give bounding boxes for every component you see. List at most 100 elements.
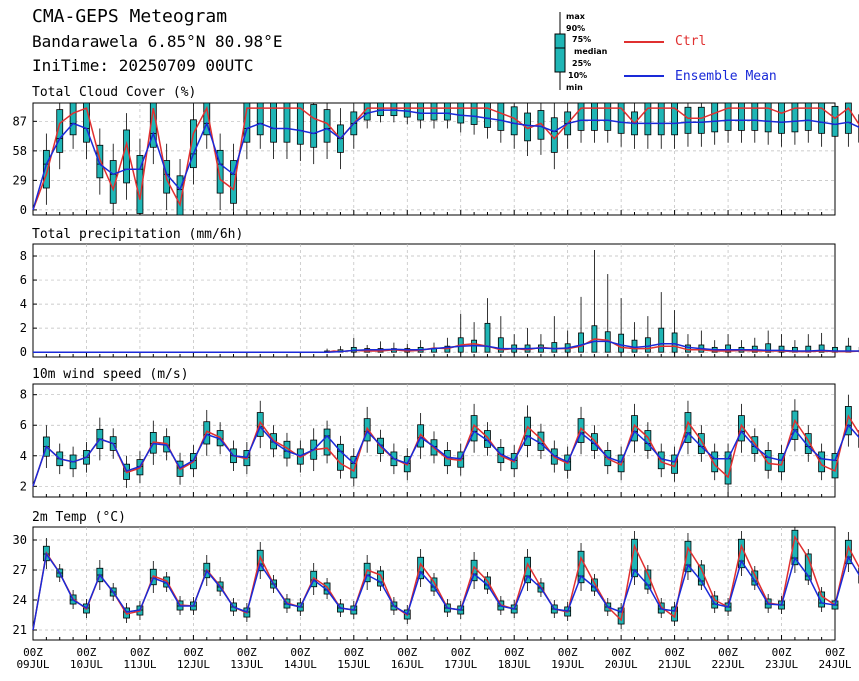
- box: [778, 102, 785, 134]
- box: [818, 591, 826, 608]
- x-tick-label-date: 12JUL: [177, 658, 210, 671]
- box: [644, 102, 652, 136]
- box: [818, 102, 826, 134]
- x-tick-label-time: 00Z: [130, 646, 150, 659]
- ctrl-line: [32, 105, 859, 211]
- y-tick-label: 58: [13, 144, 27, 158]
- panel-precip-title: Total precipitation (mm/6h): [32, 227, 244, 242]
- panel-cloud-title: Total Cloud Cover (%): [32, 85, 197, 100]
- y-tick-label: 4: [20, 449, 27, 463]
- panel-frame: [32, 243, 836, 358]
- box: [764, 102, 772, 133]
- box: [657, 451, 665, 470]
- box: [203, 102, 211, 136]
- y-tick-label: 24: [13, 593, 27, 607]
- legend-p90-label: 90%: [566, 24, 586, 33]
- x-tick-label-date: 18JUL: [498, 658, 531, 671]
- box: [724, 102, 732, 131]
- y-tick-label: 0: [20, 345, 27, 359]
- y-tick-label: 87: [13, 114, 27, 128]
- box: [270, 102, 278, 143]
- box: [550, 117, 558, 153]
- box: [577, 102, 585, 131]
- x-tick-label-date: 15JUL: [337, 658, 370, 671]
- legend-boxplot-key: [554, 12, 566, 90]
- box: [764, 450, 772, 471]
- box: [69, 102, 77, 136]
- box: [83, 102, 90, 143]
- precip-box: [658, 327, 665, 353]
- box: [697, 106, 705, 134]
- box: [470, 102, 478, 125]
- box: [256, 412, 264, 437]
- x-tick-label-time: 00Z: [77, 646, 97, 659]
- box: [42, 149, 50, 189]
- x-tick-label-date: 16JUL: [391, 658, 424, 671]
- box: [96, 144, 104, 179]
- box: [711, 595, 719, 609]
- x-tick-label-time: 00Z: [23, 646, 43, 659]
- y-tick-label: 2: [20, 321, 27, 335]
- legend-p75-label: 75%: [572, 35, 592, 44]
- y-tick-label: 30: [13, 533, 27, 547]
- ctrl-line: [32, 414, 859, 487]
- box: [617, 102, 625, 134]
- x-tick-label-time: 00Z: [183, 646, 203, 659]
- y-tick-label: 8: [20, 388, 27, 402]
- box: [657, 102, 665, 136]
- box: [403, 102, 411, 118]
- box: [337, 443, 344, 471]
- legend-max-label: max: [566, 12, 585, 21]
- precip-box: [765, 343, 772, 353]
- box: [216, 149, 224, 194]
- y-tick-label: 4: [20, 297, 27, 311]
- box: [457, 102, 465, 124]
- box: [176, 175, 184, 216]
- legend-mean-label: Ensemble Mean: [675, 69, 777, 84]
- x-tick-label-date: 13JUL: [230, 658, 263, 671]
- box: [363, 562, 371, 583]
- legend-min-label: min: [566, 83, 583, 92]
- x-tick-label-time: 00Z: [558, 646, 578, 659]
- panel-wind-title: 10m wind speed (m/s): [32, 367, 189, 382]
- y-tick-label: 6: [20, 418, 27, 432]
- box: [230, 160, 237, 204]
- x-tick-label-time: 00Z: [611, 646, 631, 659]
- box: [684, 106, 692, 134]
- x-tick-label-time: 00Z: [451, 646, 471, 659]
- legend-median-label: median: [574, 47, 608, 56]
- x-tick-label-time: 00Z: [772, 646, 792, 659]
- y-tick-label: 21: [13, 623, 27, 637]
- x-tick-label-date: 22JUL: [712, 658, 745, 671]
- init-time-label: IniTime: 20250709 00UTC: [32, 56, 254, 75]
- page-title: CMA-GEPS Meteogram: [32, 6, 228, 27]
- box: [804, 102, 812, 131]
- legend-ctrl-label: Ctrl: [675, 34, 707, 49]
- x-tick-label-time: 00Z: [825, 646, 845, 659]
- box: [631, 538, 638, 578]
- precip-mean-line: [33, 340, 859, 353]
- y-tick-label: 27: [13, 563, 27, 577]
- precip-box: [671, 332, 678, 353]
- box: [377, 102, 384, 117]
- x-tick-label-date: 21JUL: [658, 658, 691, 671]
- x-tick-label-date: 09JUL: [16, 658, 49, 671]
- y-tick-label: 2: [20, 479, 27, 493]
- box: [791, 529, 799, 566]
- y-tick-label: 8: [20, 249, 27, 263]
- x-tick-label-date: 10JUL: [70, 658, 103, 671]
- box: [189, 119, 197, 169]
- x-tick-label-time: 00Z: [290, 646, 310, 659]
- box: [604, 102, 612, 131]
- y-tick-label: 6: [20, 273, 27, 287]
- box: [524, 416, 531, 446]
- x-tick-label-time: 00Z: [504, 646, 524, 659]
- precip-box: [551, 342, 558, 353]
- precip-box: [497, 337, 504, 353]
- precip-box: [618, 333, 625, 353]
- x-tick-label-date: 20JUL: [605, 658, 638, 671]
- x-tick-label-time: 00Z: [718, 646, 738, 659]
- box: [323, 428, 331, 456]
- box: [417, 102, 425, 121]
